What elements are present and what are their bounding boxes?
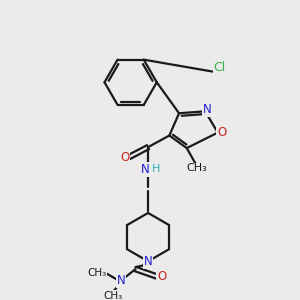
Text: O: O — [157, 270, 166, 283]
Text: CH₃: CH₃ — [103, 291, 123, 300]
Text: N: N — [117, 274, 125, 287]
Text: O: O — [217, 126, 226, 139]
Text: N: N — [144, 255, 152, 268]
Text: CH₃: CH₃ — [186, 164, 207, 173]
Text: N: N — [141, 163, 149, 176]
Text: Cl: Cl — [214, 61, 226, 74]
Text: H: H — [152, 164, 160, 174]
Text: CH₃: CH₃ — [87, 268, 106, 278]
Text: O: O — [120, 151, 130, 164]
Text: N: N — [203, 103, 212, 116]
